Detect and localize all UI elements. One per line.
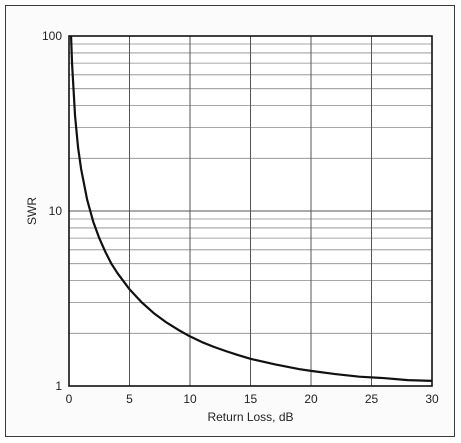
chart-frame: 0 5 10 15 20 25 30 1 10 100 Return Loss, dB SWR	[5, 5, 455, 437]
y-tick-label: 100	[42, 29, 62, 43]
x-tick-label: 20	[304, 392, 318, 406]
y-axis-title: SWR	[25, 197, 39, 225]
x-tick-label: 15	[244, 392, 258, 406]
x-tick-label: 30	[425, 392, 439, 406]
x-tick-label: 5	[126, 392, 133, 406]
y-tick-label: 1	[55, 379, 62, 393]
plot-border	[68, 35, 433, 387]
x-axis-title: Return Loss, dB	[207, 410, 293, 424]
swr-chart: 0 5 10 15 20 25 30 1 10 100 Return Loss, dB SWR	[25, 29, 439, 424]
y-tick-labels: 1 10 100	[42, 29, 62, 393]
x-tick-label: 10	[183, 392, 197, 406]
x-tick-label: 0	[66, 392, 73, 406]
y-tick-label: 10	[49, 204, 63, 218]
x-tick-label: 25	[365, 392, 379, 406]
x-tick-labels: 0 5 10 15 20 25 30	[66, 392, 439, 406]
swr-curve	[69, 35, 433, 382]
